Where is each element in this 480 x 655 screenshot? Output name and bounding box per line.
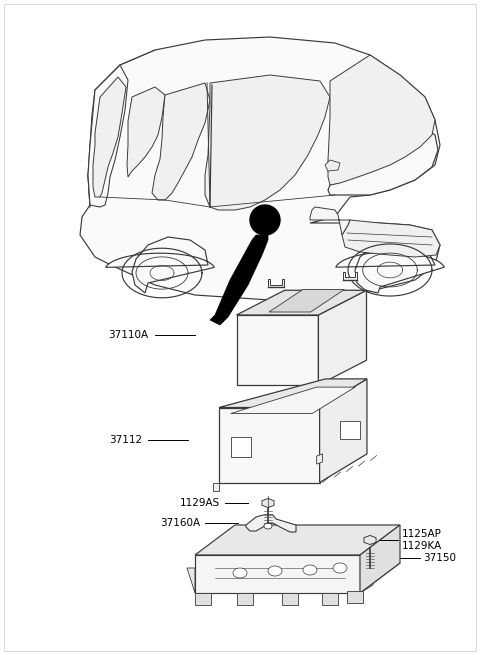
Polygon shape: [219, 407, 320, 483]
Polygon shape: [360, 525, 400, 593]
Text: 1129AS: 1129AS: [180, 498, 220, 508]
Polygon shape: [269, 290, 344, 312]
Polygon shape: [364, 535, 376, 544]
Polygon shape: [80, 37, 440, 300]
Polygon shape: [195, 555, 360, 593]
Polygon shape: [213, 483, 219, 491]
Polygon shape: [325, 160, 340, 171]
Polygon shape: [237, 315, 318, 385]
Polygon shape: [347, 591, 363, 603]
Polygon shape: [106, 237, 215, 293]
Polygon shape: [310, 207, 350, 235]
Text: 1129KA: 1129KA: [402, 541, 442, 551]
Polygon shape: [231, 387, 355, 413]
Polygon shape: [262, 498, 274, 508]
Ellipse shape: [264, 523, 272, 529]
Polygon shape: [328, 55, 435, 185]
Text: 37110A: 37110A: [108, 330, 148, 340]
Text: 37112: 37112: [109, 435, 142, 445]
Ellipse shape: [233, 568, 247, 578]
Polygon shape: [342, 220, 440, 257]
Ellipse shape: [333, 563, 347, 573]
Polygon shape: [210, 235, 268, 325]
Polygon shape: [93, 77, 126, 197]
Polygon shape: [152, 83, 210, 200]
Polygon shape: [320, 379, 367, 483]
Polygon shape: [237, 593, 253, 605]
Polygon shape: [360, 563, 373, 593]
Polygon shape: [267, 279, 284, 288]
Polygon shape: [317, 454, 323, 464]
Polygon shape: [328, 130, 438, 195]
Polygon shape: [187, 568, 195, 593]
Polygon shape: [195, 563, 400, 593]
Polygon shape: [219, 379, 367, 407]
Polygon shape: [230, 437, 251, 457]
Polygon shape: [88, 65, 128, 207]
Polygon shape: [282, 593, 298, 605]
Ellipse shape: [303, 565, 317, 575]
Polygon shape: [340, 421, 360, 439]
Ellipse shape: [268, 566, 282, 576]
Polygon shape: [237, 290, 367, 315]
Polygon shape: [195, 593, 211, 605]
Text: 1125AP: 1125AP: [402, 529, 442, 539]
Polygon shape: [195, 525, 400, 555]
Polygon shape: [322, 593, 338, 605]
Circle shape: [250, 205, 280, 235]
Polygon shape: [205, 75, 330, 210]
Polygon shape: [336, 240, 444, 293]
Text: 37160A: 37160A: [160, 518, 200, 528]
Polygon shape: [127, 87, 165, 177]
Polygon shape: [343, 272, 357, 280]
Polygon shape: [318, 290, 367, 385]
Text: 37150: 37150: [423, 553, 456, 563]
Polygon shape: [246, 515, 296, 532]
